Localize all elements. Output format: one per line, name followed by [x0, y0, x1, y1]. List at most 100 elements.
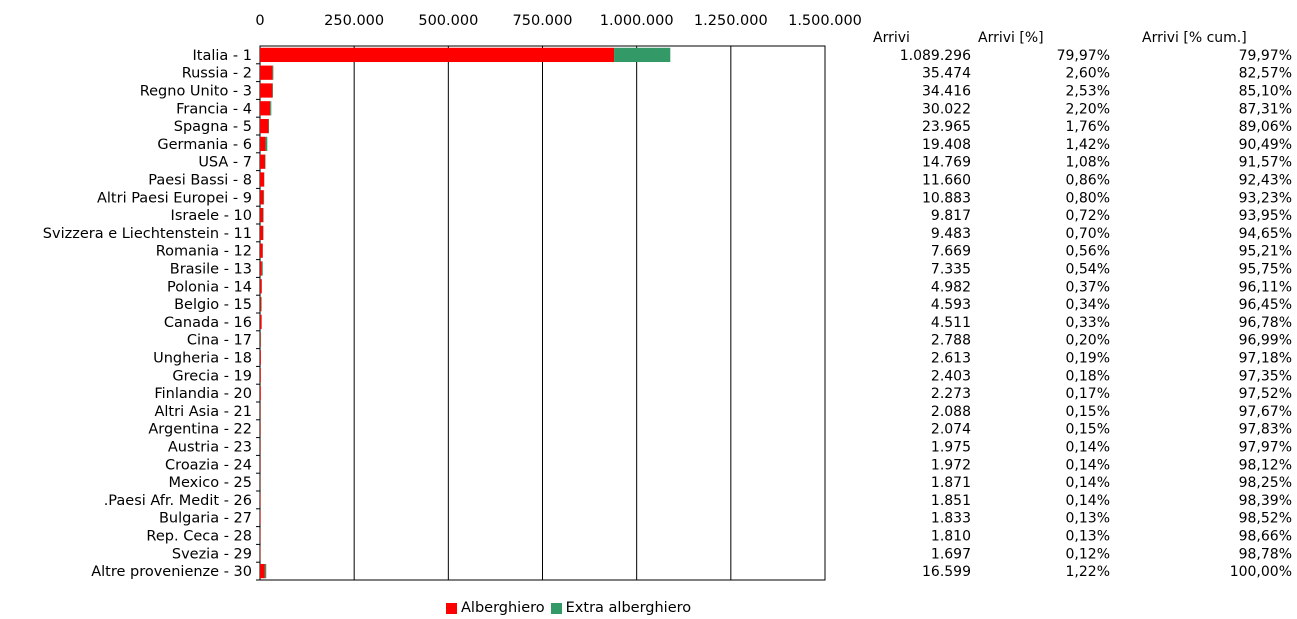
- legend-swatch-extra-alberghiero: [550, 602, 562, 614]
- table-cell-arrivi: 19.408: [922, 137, 971, 153]
- bar-alberghiero: [260, 225, 264, 241]
- table-cell-arrivi-pct: 0,54%: [1066, 262, 1110, 278]
- table-cell-arrivi: 1.089.296: [900, 48, 971, 64]
- category-label: Bulgaria - 27: [159, 511, 252, 527]
- stacked-bar-chart: 0 250.000 500.000 750.000 1.000.000 1.250.000…: [43, 13, 1292, 581]
- table-cell-arrivi: 10.883: [922, 190, 971, 206]
- table-cell-arrivi-cum: 100,00%: [1230, 564, 1292, 580]
- table-cell-arrivi-pct: 0,20%: [1066, 333, 1110, 349]
- bar-extra-alberghiero: [261, 261, 263, 276]
- table-cell-arrivi-pct: 79,97%: [1057, 48, 1110, 64]
- bar-extra-alberghiero: [270, 101, 272, 116]
- category-label: Germania - 6: [157, 137, 252, 153]
- bar-alberghiero: [260, 101, 271, 116]
- bar-alberghiero: [260, 83, 273, 98]
- table-cell-arrivi-cum: 97,83%: [1239, 422, 1292, 438]
- category-label: Francia - 4: [176, 101, 252, 117]
- table-cell-arrivi-pct: 0,37%: [1066, 279, 1110, 295]
- category-label: Canada - 16: [164, 315, 252, 331]
- table-cell-arrivi-pct: 0,15%: [1066, 404, 1110, 420]
- legend-item-alberghiero: Alberghiero: [446, 600, 545, 616]
- category-label: Cina - 17: [187, 333, 252, 349]
- category-label: .Paesi Afr. Medit - 26: [104, 493, 252, 509]
- table-cell-arrivi-pct: 0,14%: [1066, 457, 1110, 473]
- legend-label-extra-alberghiero: Extra alberghiero: [565, 600, 692, 616]
- bar-alberghiero: [260, 47, 615, 63]
- table-cell-arrivi-cum: 95,21%: [1239, 244, 1292, 260]
- category-label: Mexico - 25: [168, 475, 252, 491]
- category-label: Finlandia - 20: [154, 386, 252, 402]
- category-label: Svizzera e Liechtenstein - 11: [43, 226, 252, 242]
- table-cell-arrivi-cum: 96,11%: [1239, 279, 1292, 295]
- bar-extra-alberghiero: [272, 83, 273, 98]
- table-cell-arrivi-pct: 0,15%: [1066, 422, 1110, 438]
- table-cell-arrivi-cum: 79,97%: [1239, 48, 1292, 64]
- table-cell-arrivi-cum: 97,67%: [1239, 404, 1292, 420]
- table-cell-arrivi: 4.593: [931, 297, 971, 313]
- table-cell-arrivi-cum: 85,10%: [1239, 84, 1292, 100]
- category-label: Polonia - 14: [167, 279, 252, 295]
- table-cell-arrivi-pct: 2,20%: [1066, 101, 1110, 117]
- table-cell-arrivi: 35.474: [922, 66, 971, 82]
- table-cell-arrivi-cum: 97,52%: [1239, 386, 1292, 402]
- bar-extra-alberghiero: [263, 190, 265, 205]
- x-tick-label: 1.500.000: [788, 13, 862, 29]
- table-cell-arrivi-pct: 1,22%: [1066, 564, 1110, 580]
- table-cell-arrivi-pct: 0,34%: [1066, 297, 1110, 313]
- bar-alberghiero: [260, 385, 261, 401]
- table-cell-arrivi-cum: 98,12%: [1239, 457, 1292, 473]
- table-cell-arrivi-pct: 0,19%: [1066, 351, 1110, 367]
- bar-extra-alberghiero: [272, 65, 274, 80]
- bar-alberghiero: [260, 296, 262, 312]
- table-cell-arrivi-cum: 93,23%: [1239, 190, 1292, 206]
- bar-alberghiero: [260, 136, 266, 152]
- table-cell-arrivi-cum: 97,35%: [1239, 368, 1292, 384]
- table-cell-arrivi: 23.965: [922, 119, 971, 135]
- table-cell-arrivi-cum: 94,65%: [1239, 226, 1292, 242]
- table-cell-arrivi-cum: 87,31%: [1239, 101, 1292, 117]
- bar-alberghiero: [260, 65, 273, 80]
- legend-swatch-alberghiero: [446, 602, 457, 614]
- bar-alberghiero: [260, 563, 265, 579]
- category-label: Romania - 12: [156, 244, 252, 260]
- table-cell-arrivi-cum: 82,57%: [1239, 66, 1292, 82]
- table-cell-arrivi-cum: 92,43%: [1239, 173, 1292, 189]
- legend-item-extra-alberghiero: Extra alberghiero: [550, 600, 692, 616]
- table-cell-arrivi: 7.669: [931, 244, 971, 260]
- bar-extra-alberghiero: [268, 118, 270, 134]
- table-cell-arrivi-pct: 0,17%: [1066, 386, 1110, 402]
- table-cell-arrivi-pct: 1,08%: [1066, 155, 1110, 171]
- table-cell-arrivi-pct: 0,14%: [1066, 475, 1110, 491]
- table-cell-arrivi: 2.088: [931, 404, 971, 420]
- table-header-arrivi-pct: Arrivi [%]: [978, 30, 1044, 46]
- table-cell-arrivi-pct: 0,86%: [1066, 173, 1110, 189]
- bar-alberghiero: [260, 243, 263, 258]
- table-cell-arrivi: 34.416: [922, 84, 971, 100]
- table-cell-arrivi: 9.483: [931, 226, 971, 242]
- table-cell-arrivi-cum: 96,45%: [1239, 297, 1292, 313]
- category-label: Russia - 2: [182, 66, 252, 82]
- table-cell-arrivi-pct: 0,70%: [1066, 226, 1110, 242]
- table-cell-arrivi-cum: 98,52%: [1239, 511, 1292, 527]
- category-label: Paesi Bassi - 8: [148, 173, 252, 189]
- table-cell-arrivi-pct: 2,60%: [1066, 66, 1110, 82]
- category-label: Grecia - 19: [172, 368, 252, 384]
- category-label: Altre provenienze - 30: [91, 564, 252, 580]
- table-cell-arrivi: 1.975: [931, 440, 971, 456]
- table-cell-arrivi: 7.335: [931, 262, 971, 278]
- legend-label-alberghiero: Alberghiero: [461, 600, 545, 616]
- table-cell-arrivi-cum: 91,57%: [1239, 155, 1292, 171]
- table-cell-arrivi-pct: 0,13%: [1066, 529, 1110, 545]
- category-label: Austria - 23: [168, 440, 252, 456]
- x-tick-label: 750.000: [513, 13, 573, 29]
- x-tick-label: 250.000: [324, 13, 384, 29]
- category-label: Italia - 1: [193, 48, 252, 64]
- table-cell-arrivi-pct: 0,56%: [1066, 244, 1110, 260]
- table-cell-arrivi-cum: 96,99%: [1239, 333, 1292, 349]
- table-header-arrivi: Arrivi: [873, 30, 910, 46]
- table-cell-arrivi: 1.871: [931, 475, 971, 491]
- x-tick-label: 1.000.000: [600, 13, 674, 29]
- table-cell-arrivi-pct: 0,12%: [1066, 546, 1110, 562]
- table-cell-arrivi-pct: 0,14%: [1066, 493, 1110, 509]
- table-cell-arrivi-cum: 98,25%: [1239, 475, 1292, 491]
